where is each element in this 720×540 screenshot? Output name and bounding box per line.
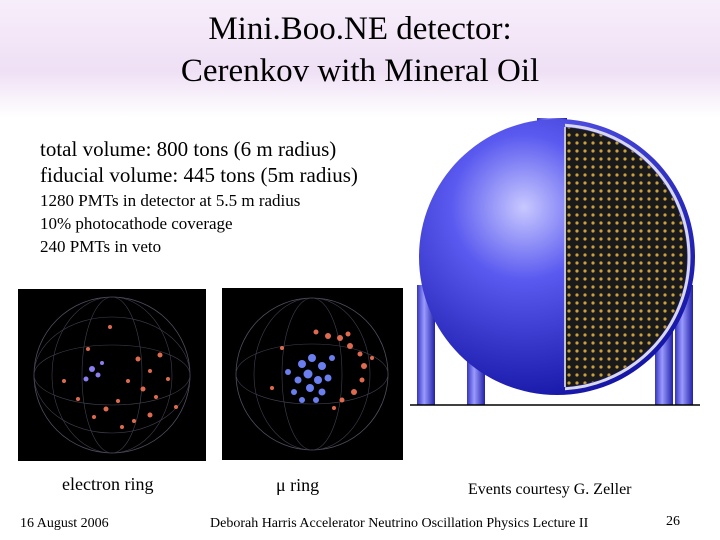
volume-line: total volume: 800 tons (6 m radius) xyxy=(40,137,337,161)
slide-title: Mini.Boo.NE detector: Cerenkov with Mine… xyxy=(0,8,720,92)
veto-line: 240 PMTs in veto xyxy=(40,237,162,256)
footer-author: Deborah Harris Accelerator Neutrino Osci… xyxy=(210,516,589,531)
title-band xyxy=(0,0,720,118)
courtesy-caption: Events courtesy G. Zeller xyxy=(468,481,632,498)
muon-ring-caption: μ ring xyxy=(276,475,320,495)
fiducial-line: fiducial volume: 445 tons (5m radius) xyxy=(40,163,358,187)
title-line-1: Mini.Boo.NE detector: xyxy=(208,11,512,47)
muon-ring-event-image xyxy=(222,288,403,460)
electron-ring-caption: electron ring xyxy=(62,474,154,494)
coverage-line: 10% photocathode coverage xyxy=(40,214,233,233)
page-number: 26 xyxy=(666,514,680,529)
detector-tank-illustration xyxy=(410,118,700,406)
footer-date: 16 August 2006 xyxy=(20,516,109,531)
electron-ring-event-image xyxy=(18,289,206,461)
title-line-2: Cerenkov with Mineral Oil xyxy=(180,53,540,89)
pmt-count-line: 1280 PMTs in detector at 5.5 m radius xyxy=(40,191,301,210)
